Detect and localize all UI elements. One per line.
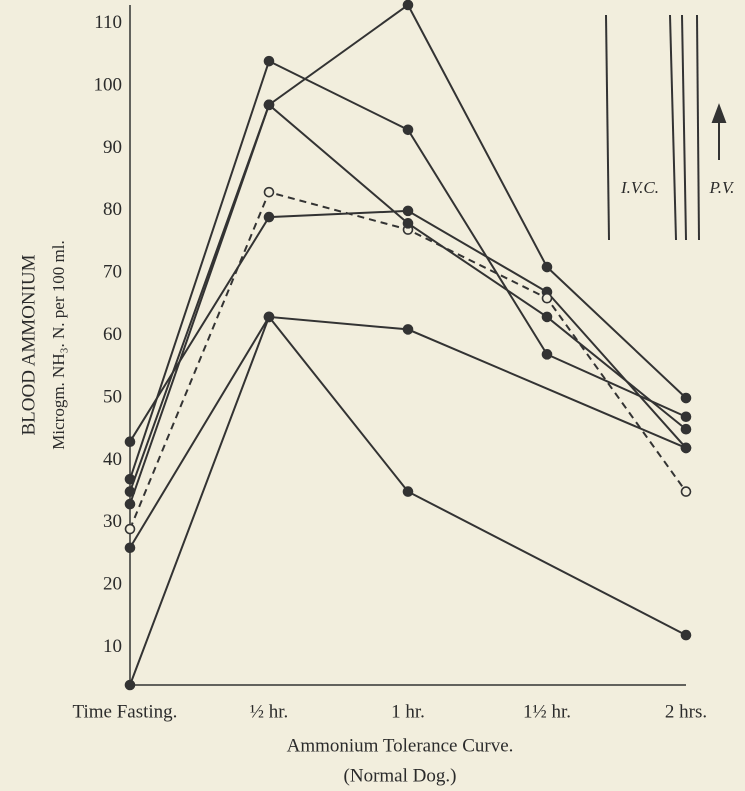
data-point	[541, 349, 553, 360]
y-tick-label: 70	[103, 262, 122, 283]
data-point	[680, 442, 692, 454]
data-point	[680, 486, 692, 497]
series-line	[129, 3, 687, 505]
x-tick-label: 1 hr.	[391, 701, 425, 722]
annotation: I.V.C.	[620, 178, 659, 197]
vessel-line	[696, 14, 700, 241]
data-point	[124, 523, 136, 535]
data-point	[263, 311, 275, 323]
y-tick-label: 40	[103, 449, 122, 470]
y-tick-label: 90	[103, 137, 122, 158]
chart-title: Ammonium Tolerance Curve.	[287, 735, 514, 756]
data-point	[263, 211, 275, 223]
data-point	[402, 324, 414, 335]
y-tick-label: 30	[103, 511, 122, 532]
data-point	[541, 292, 553, 304]
data-point	[263, 55, 275, 67]
x-tick-label: Time Fasting.	[73, 701, 178, 722]
data-point	[402, 124, 414, 136]
y-tick-label: 80	[103, 199, 122, 220]
data-point	[402, 0, 414, 11]
vessel-line	[669, 14, 677, 241]
chart-subtitle: (Normal Dog.)	[344, 765, 457, 786]
y-tick-label: 10	[103, 636, 122, 657]
arrow-head	[711, 103, 727, 123]
y-tick-label: 60	[103, 324, 122, 345]
data-point	[402, 218, 414, 229]
data-point	[263, 99, 275, 111]
data-point	[680, 423, 692, 435]
vessel-line	[605, 14, 610, 241]
series-line	[129, 315, 687, 549]
y-tick-label: 50	[103, 386, 122, 407]
data-point	[402, 205, 414, 217]
data-point	[541, 261, 553, 273]
data-point	[124, 542, 136, 554]
series-line	[129, 59, 687, 480]
data-point	[541, 311, 553, 323]
x-tick-label: 2 hrs.	[665, 701, 707, 722]
annotation: P.V.	[709, 178, 735, 197]
series-line	[129, 103, 687, 492]
data-point	[263, 186, 275, 198]
y-axis-subtitle: Microgm. NH₃. N. per 100 ml.	[49, 240, 68, 449]
vessel-line	[681, 14, 687, 241]
data-point	[402, 486, 414, 497]
y-tick-label: 110	[94, 12, 122, 33]
data-point	[124, 498, 136, 510]
inset-diagram	[605, 14, 727, 241]
data-point	[124, 436, 136, 447]
x-tick-label: 1½ hr.	[523, 701, 571, 722]
data-point	[680, 629, 692, 641]
x-tick-label: ½ hr.	[250, 701, 289, 722]
data-point	[680, 411, 692, 423]
data-point	[680, 392, 692, 404]
y-tick-label: 100	[94, 74, 123, 95]
data-point	[124, 679, 136, 691]
series-line	[129, 314, 687, 686]
data-point	[124, 486, 136, 497]
y-axis-title: BLOOD AMMONIUM	[18, 254, 39, 435]
y-tick-label: 20	[103, 574, 122, 595]
